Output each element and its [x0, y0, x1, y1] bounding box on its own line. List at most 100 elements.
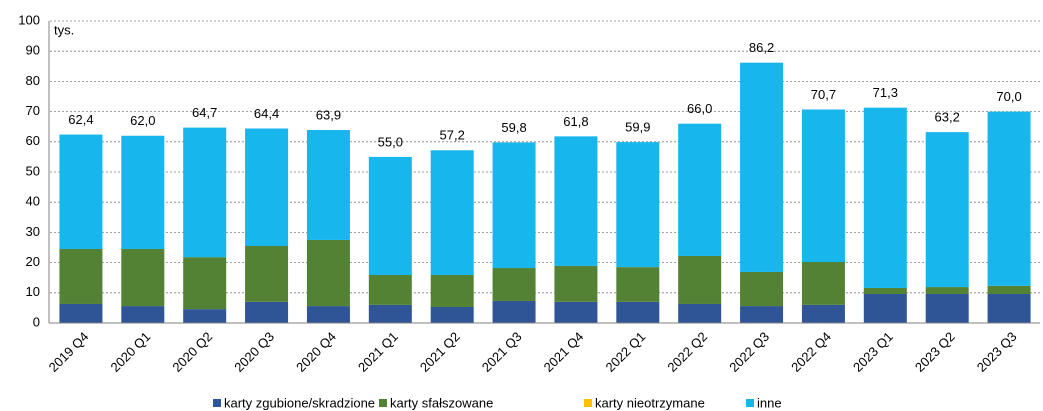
- legend-label: karty sfałszowane: [390, 395, 493, 410]
- x-tick-label: 2019 Q4: [46, 329, 92, 375]
- bar-segment: [554, 265, 598, 302]
- bar-segment: [616, 301, 660, 323]
- unit-label: tys.: [54, 22, 74, 37]
- bar-segment: [740, 271, 784, 307]
- bar-segment: [368, 156, 412, 275]
- bar-segment: [801, 304, 845, 323]
- bar-segment: [678, 123, 722, 256]
- bar-segment: [801, 109, 845, 262]
- total-label: 71,3: [873, 85, 898, 100]
- legend-swatch: [379, 399, 387, 407]
- total-label: 64,4: [254, 106, 279, 121]
- y-tick-label: 10: [26, 284, 40, 299]
- bar-segment: [59, 249, 103, 304]
- y-tick-label: 90: [26, 43, 40, 58]
- x-tick-label: 2021 Q1: [355, 329, 401, 375]
- total-label: 70,7: [811, 87, 836, 102]
- bar-segment: [554, 136, 598, 266]
- x-tick-label: 2023 Q2: [912, 329, 958, 375]
- bar-segment: [430, 306, 474, 323]
- bar-segment: [245, 301, 289, 323]
- x-tick-label: 2022 Q3: [726, 329, 772, 375]
- bar-segment: [245, 245, 289, 302]
- y-tick-label: 60: [26, 133, 40, 148]
- bar-segment: [306, 130, 350, 240]
- legend-swatch: [746, 399, 754, 407]
- bar-segment: [987, 285, 1031, 295]
- x-tick-label: 2023 Q3: [974, 329, 1020, 375]
- total-label: 63,9: [316, 107, 341, 122]
- bar-segment: [245, 128, 289, 246]
- x-tick-label: 2020 Q4: [293, 329, 339, 375]
- total-label: 62,4: [68, 112, 93, 127]
- bar-segment: [430, 150, 474, 275]
- y-tick-label: 50: [26, 163, 40, 178]
- bar-segment: [368, 304, 412, 323]
- legend-swatch: [213, 399, 221, 407]
- y-tick-label: 100: [18, 12, 40, 27]
- x-tick-label: 2022 Q4: [788, 329, 834, 375]
- bar-segment: [368, 274, 412, 305]
- y-tick-label: 0: [33, 314, 40, 329]
- bar-segment: [678, 303, 722, 323]
- y-tick-label: 40: [26, 194, 40, 209]
- bar-segment: [616, 267, 660, 302]
- legend-label: karty nieotrzymane: [595, 395, 705, 410]
- total-label: 64,7: [192, 105, 217, 120]
- bar-segment: [678, 255, 722, 304]
- total-label: 63,2: [935, 110, 960, 125]
- bar-segment: [430, 274, 474, 307]
- y-tick-label: 30: [26, 224, 40, 239]
- total-label: 86,2: [749, 40, 774, 55]
- bar-segment: [183, 127, 227, 258]
- bar-segment: [183, 309, 227, 323]
- total-label: 66,0: [687, 101, 712, 116]
- bar-segment: [616, 142, 660, 268]
- total-label: 57,2: [440, 128, 465, 143]
- bar-segment: [987, 111, 1031, 286]
- bar-segment: [492, 268, 536, 301]
- total-label: 55,0: [378, 134, 403, 149]
- total-label: 59,9: [625, 120, 650, 135]
- x-tick-label: 2022 Q1: [602, 329, 648, 375]
- legend-label: inne: [757, 395, 782, 410]
- x-tick-label: 2021 Q4: [541, 329, 587, 375]
- x-tick-label: 2020 Q1: [107, 329, 153, 375]
- legend-swatch: [584, 399, 592, 407]
- x-tick-label: 2020 Q3: [231, 329, 277, 375]
- bar-segment: [59, 134, 103, 250]
- bar-segment: [183, 257, 227, 310]
- y-tick-label: 80: [26, 73, 40, 88]
- x-tick-label: 2022 Q2: [664, 329, 710, 375]
- bar-segment: [987, 294, 1031, 323]
- total-label: 61,8: [563, 114, 588, 129]
- x-tick-label: 2020 Q2: [169, 329, 215, 375]
- x-tick-label: 2021 Q2: [417, 329, 463, 375]
- bar-segment: [59, 303, 103, 323]
- bar-segment: [121, 135, 165, 250]
- bar-segment: [740, 62, 784, 272]
- bar-segment: [492, 142, 536, 269]
- bar-segment: [925, 294, 969, 323]
- x-tick-label: 2023 Q1: [850, 329, 896, 375]
- y-tick-label: 70: [26, 103, 40, 118]
- bar-segment: [863, 294, 907, 323]
- total-label: 70,0: [996, 89, 1021, 104]
- bar-segment: [863, 107, 907, 288]
- bar-segment: [306, 306, 350, 323]
- bar-segment: [121, 249, 165, 307]
- bar-segment: [554, 301, 598, 323]
- bar-segment: [121, 306, 165, 323]
- y-tick-label: 20: [26, 254, 40, 269]
- total-label: 62,0: [130, 113, 155, 128]
- bar-segment: [925, 287, 969, 295]
- x-tick-label: 2021 Q3: [479, 329, 525, 375]
- bar-segment: [492, 300, 536, 323]
- total-label: 59,8: [501, 120, 526, 135]
- bar-segment: [925, 132, 969, 288]
- bar-segment: [801, 261, 845, 305]
- bar-segment: [863, 287, 907, 295]
- bar-segment: [740, 306, 784, 323]
- bar-segment: [306, 239, 350, 307]
